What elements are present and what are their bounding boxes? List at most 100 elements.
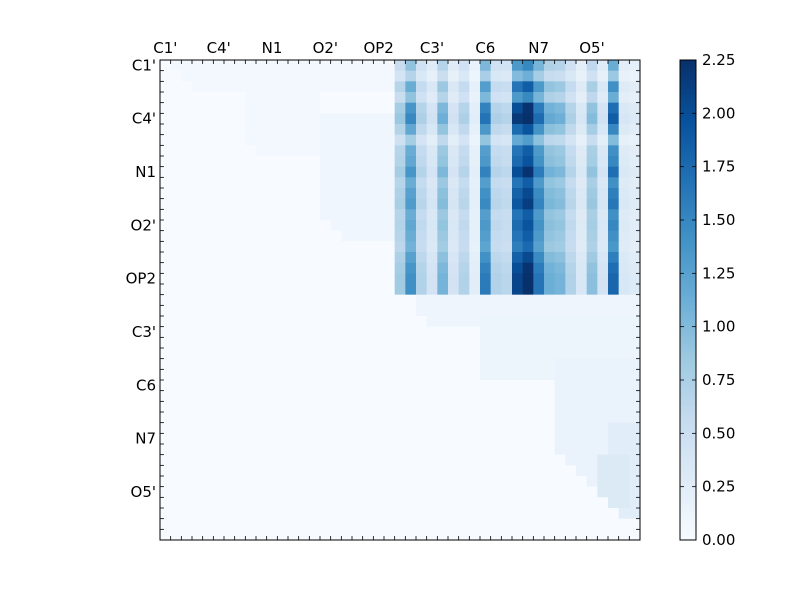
heatmap-cell (608, 380, 620, 392)
heatmap-cell (522, 188, 534, 200)
heatmap-cell (394, 529, 406, 541)
heatmap-cell (288, 134, 300, 146)
heatmap-cell (533, 358, 545, 370)
heatmap-cell (501, 60, 513, 72)
heatmap-cells (160, 60, 641, 541)
heatmap-cell (320, 70, 332, 82)
heatmap-cell (224, 166, 236, 178)
heatmap-cell (277, 401, 289, 413)
heatmap-cell (277, 252, 289, 264)
heatmap-cell (533, 433, 545, 445)
heatmap-cell (618, 166, 630, 178)
heatmap-cell (330, 433, 342, 445)
heatmap-cell (234, 166, 246, 178)
heatmap-cell (234, 444, 246, 456)
heatmap-cell (160, 316, 172, 328)
heatmap-cell (618, 177, 630, 189)
heatmap-cell (277, 273, 289, 285)
heatmap-cell (192, 145, 204, 157)
heatmap-cell (522, 177, 534, 189)
heatmap-cell (416, 294, 428, 306)
heatmap-cell (362, 476, 374, 488)
heatmap-cell (256, 444, 268, 456)
heatmap-cell (512, 156, 524, 168)
heatmap-cell (618, 337, 630, 349)
heatmap-cell (597, 188, 609, 200)
heatmap-cell (160, 241, 172, 253)
heatmap-cell (192, 465, 204, 477)
heatmap-cell (341, 305, 353, 317)
heatmap-cell (181, 294, 193, 306)
heatmap-cell (362, 508, 374, 520)
heatmap-cell (298, 433, 310, 445)
heatmap-cell (426, 60, 438, 72)
heatmap-cell (522, 262, 534, 274)
heatmap-cell (501, 124, 513, 136)
heatmap-cell (256, 390, 268, 402)
heatmap-cell (277, 198, 289, 210)
heatmap-cell (426, 273, 438, 285)
heatmap-cell (170, 465, 182, 477)
heatmap-cell (597, 390, 609, 402)
heatmap-cell (480, 518, 492, 530)
heatmap-cell (234, 348, 246, 360)
heatmap-cell (437, 316, 449, 328)
heatmap-cell (469, 401, 481, 413)
heatmap-cell (469, 156, 481, 168)
heatmap-cell (565, 188, 577, 200)
heatmap-cell (490, 102, 502, 114)
heatmap-cell (448, 220, 460, 232)
heatmap-cell (522, 390, 534, 402)
heatmap-cell (469, 454, 481, 466)
heatmap-cell (362, 81, 374, 93)
heatmap-cell (448, 209, 460, 221)
heatmap-cell (234, 412, 246, 424)
heatmap-cell (330, 454, 342, 466)
heatmap-cell (213, 326, 225, 338)
heatmap-cell (512, 316, 524, 328)
heatmap-cell (416, 380, 428, 392)
heatmap-cell (576, 294, 588, 306)
heatmap-cell (426, 486, 438, 498)
heatmap-cell (277, 241, 289, 253)
heatmap-cell (608, 486, 620, 498)
heatmap-cell (533, 124, 545, 136)
heatmap-cell (266, 508, 278, 520)
heatmap-cell (384, 433, 396, 445)
heatmap-cell (565, 390, 577, 402)
heatmap-cell (608, 70, 620, 82)
heatmap-cell (224, 529, 236, 541)
heatmap-cell (341, 444, 353, 456)
heatmap-cell (373, 390, 385, 402)
heatmap-cell (256, 220, 268, 232)
heatmap-cell (597, 518, 609, 530)
heatmap-cell (629, 188, 641, 200)
heatmap-cell (245, 230, 257, 242)
heatmap-cell (288, 305, 300, 317)
heatmap-cell (618, 209, 630, 221)
heatmap-cell (277, 230, 289, 242)
heatmap-cell (554, 369, 566, 381)
heatmap-cell (576, 241, 588, 253)
heatmap-cell (426, 81, 438, 93)
heatmap-cell (554, 60, 566, 72)
heatmap-cell (618, 433, 630, 445)
heatmap-cell (181, 113, 193, 125)
heatmap-cell (362, 188, 374, 200)
heatmap-cell (469, 273, 481, 285)
heatmap-cell (501, 369, 513, 381)
heatmap-cell (480, 284, 492, 296)
heatmap-cell (469, 326, 481, 338)
heatmap-cell (416, 273, 428, 285)
heatmap-cell (501, 113, 513, 125)
heatmap-cell (309, 252, 321, 264)
heatmap-cell (394, 422, 406, 434)
heatmap-cell (533, 262, 545, 274)
heatmap-cell (309, 209, 321, 221)
heatmap-cell (533, 273, 545, 285)
heatmap-cell (341, 433, 353, 445)
heatmap-cell (309, 198, 321, 210)
heatmap-cell (202, 60, 214, 72)
heatmap-cell (288, 92, 300, 104)
heatmap-cell (202, 81, 214, 93)
